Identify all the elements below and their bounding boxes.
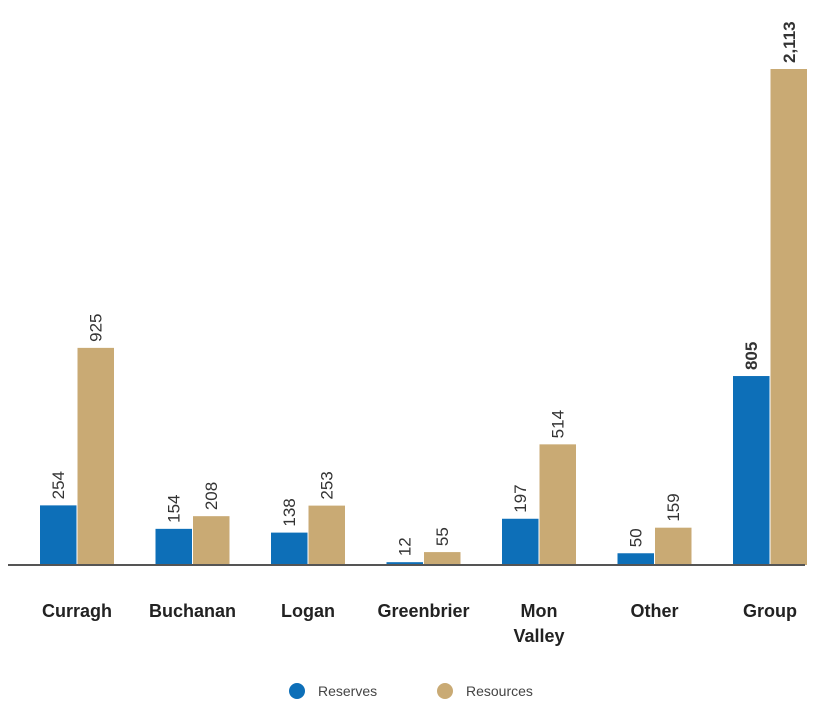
- bar-reserves-curragh: [40, 505, 77, 565]
- value-label-resources-logan: 253: [318, 471, 337, 499]
- category-labels-group: Curragh Buchanan Logan Greenbrier Mon Valley O…: [42, 601, 797, 646]
- legend-label-reserves: Reserves: [318, 683, 377, 699]
- category-label-line: Group: [743, 601, 797, 621]
- legend-swatch-reserves: [289, 683, 305, 699]
- bar-resources-logan: [308, 505, 345, 565]
- value-label-reserves-group: 805: [742, 342, 761, 370]
- value-label-resources-other: 159: [664, 493, 683, 521]
- value-label-resources-curragh: 925: [87, 313, 106, 341]
- bar-resources-other: [655, 527, 692, 565]
- legend: Reserves Resources: [289, 683, 533, 699]
- bar-reserves-group: [733, 376, 770, 565]
- bar-reserves-greenbrier: [386, 562, 423, 565]
- legend-label-resources: Resources: [466, 683, 533, 699]
- category-label-other: Other: [630, 601, 678, 621]
- value-label-resources-mon-valley: 514: [549, 410, 568, 438]
- bar-reserves-logan: [271, 532, 308, 565]
- category-label-mon-valley: Mon Valley: [513, 601, 564, 646]
- value-label-reserves-greenbrier: 12: [396, 537, 415, 556]
- category-label-line: Logan: [281, 601, 335, 621]
- bar-reserves-other: [617, 553, 654, 565]
- category-label-group: Group: [743, 601, 797, 621]
- value-label-reserves-logan: 138: [280, 498, 299, 526]
- legend-swatch-resources: [437, 683, 453, 699]
- category-label-line: Curragh: [42, 601, 112, 621]
- value-labels-group: 254 925 154 208 138 253 12 55 197 514 50 159 805 2,11…: [49, 21, 799, 556]
- category-label-line: Valley: [513, 626, 564, 646]
- category-label-line: Other: [630, 601, 678, 621]
- bar-resources-buchanan: [193, 516, 230, 565]
- value-label-reserves-other: 50: [627, 528, 646, 547]
- bar-reserves-buchanan: [155, 528, 192, 565]
- bars-group: [40, 69, 807, 565]
- bar-resources-curragh: [77, 347, 114, 565]
- category-label-buchanan: Buchanan: [149, 601, 236, 621]
- category-label-line: Buchanan: [149, 601, 236, 621]
- bar-resources-group: [770, 69, 807, 565]
- category-label-line: Greenbrier: [377, 601, 469, 621]
- bar-reserves-mon-valley: [502, 518, 539, 565]
- bar-resources-mon-valley: [539, 444, 576, 565]
- value-label-resources-buchanan: 208: [202, 482, 221, 510]
- value-label-reserves-buchanan: 154: [165, 494, 184, 522]
- category-label-line: Mon: [521, 601, 558, 621]
- bar-resources-greenbrier: [424, 552, 461, 565]
- value-label-resources-group: 2,113: [780, 21, 799, 63]
- value-label-reserves-mon-valley: 197: [511, 484, 530, 512]
- category-label-greenbrier: Greenbrier: [377, 601, 469, 621]
- category-label-logan: Logan: [281, 601, 335, 621]
- value-label-reserves-curragh: 254: [49, 471, 68, 499]
- value-label-resources-greenbrier: 55: [433, 527, 452, 546]
- category-label-curragh: Curragh: [42, 601, 112, 621]
